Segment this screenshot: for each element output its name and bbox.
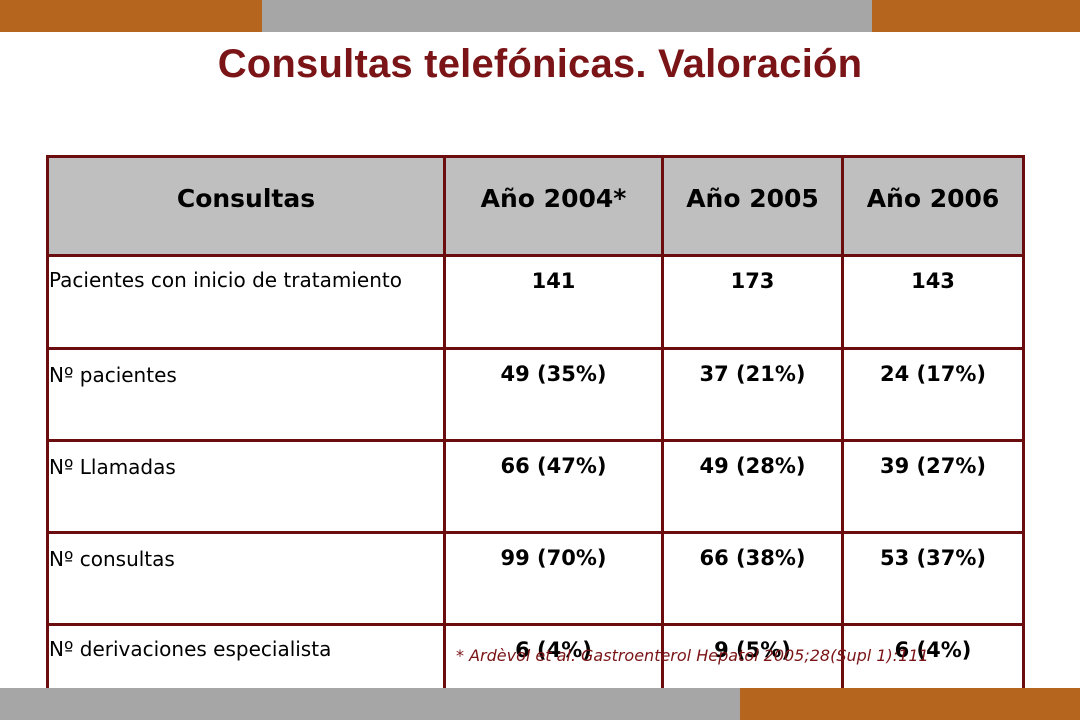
row-label: Nº pacientes	[46, 347, 446, 442]
table-cell: 141	[443, 254, 664, 350]
table-cell: 24 (17%)	[841, 347, 1025, 442]
table-header-row: Consultas Año 2004* Año 2005 Año 2006	[46, 155, 1025, 257]
column-header: Año 2005	[661, 155, 844, 257]
column-header: Año 2004*	[443, 155, 664, 257]
table-cell: 39 (27%)	[841, 439, 1025, 534]
table-cell: 99 (70%)	[443, 531, 664, 626]
table-cell: 66 (38%)	[661, 531, 844, 626]
data-table: Consultas Año 2004* Año 2005 Año 2006 Pa…	[46, 155, 1025, 698]
table-row: Nº consultas 99 (70%) 66 (38%) 53 (37%)	[46, 531, 1025, 626]
table-cell: 9 (5%)	[661, 623, 844, 698]
row-label: Pacientes con inicio de tratamiento	[46, 254, 446, 350]
top-accent-bar-left	[0, 0, 262, 32]
bottom-accent-bar-left	[0, 688, 740, 720]
top-accent-bar-right	[872, 0, 1080, 32]
table-cell: 143	[841, 254, 1025, 350]
row-label: Nº consultas	[46, 531, 446, 626]
row-label: Nº derivaciones especialista	[46, 623, 446, 698]
table-cell: 49 (35%)	[443, 347, 664, 442]
table-cell: 6 (4%)	[443, 623, 664, 698]
column-header: Año 2006	[841, 155, 1025, 257]
slide-title: Consultas telefónicas. Valoración	[217, 42, 863, 86]
table-cell: 53 (37%)	[841, 531, 1025, 626]
row-label: Nº Llamadas	[46, 439, 446, 534]
table-cell: 173	[661, 254, 844, 350]
table-row: Nº pacientes 49 (35%) 37 (21%) 24 (17%)	[46, 347, 1025, 442]
table-cell: 37 (21%)	[661, 347, 844, 442]
table-row: Nº Llamadas 66 (47%) 49 (28%) 39 (27%)	[46, 439, 1025, 534]
bottom-accent-bar-right	[740, 688, 1080, 720]
column-header: Consultas	[46, 155, 446, 257]
table-row: Pacientes con inicio de tratamiento 141 …	[46, 254, 1025, 350]
table-cell: 49 (28%)	[661, 439, 844, 534]
citation-footnote: * Ardèvol et al. Gastroenterol Hepatol 2…	[456, 646, 929, 665]
table-cell: 66 (47%)	[443, 439, 664, 534]
top-accent-bar-center	[262, 0, 872, 32]
